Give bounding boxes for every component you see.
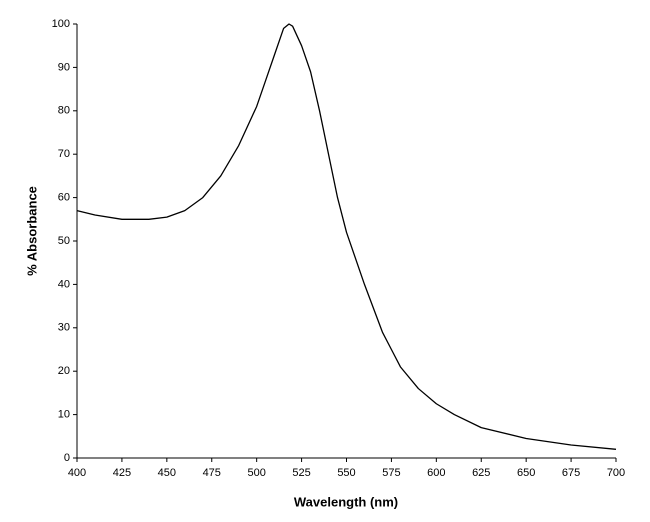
x-tick-label: 575: [382, 467, 400, 479]
y-tick-label: 20: [58, 365, 70, 377]
x-tick-label: 525: [292, 467, 310, 479]
x-tick-label: 650: [517, 467, 535, 479]
x-tick-label: 550: [337, 467, 355, 479]
y-tick-label: 90: [58, 61, 70, 73]
y-tick-label: 70: [58, 148, 70, 160]
y-tick-label: 100: [52, 18, 70, 30]
x-tick-label: 500: [247, 467, 265, 479]
y-tick-label: 10: [58, 409, 70, 421]
x-tick-label: 675: [562, 467, 580, 479]
y-tick-label: 40: [58, 278, 70, 290]
x-axis-title: Wavelength (nm): [294, 494, 398, 509]
y-axis-title: % Absorbance: [24, 186, 39, 276]
y-tick-label: 80: [58, 105, 70, 117]
spectrum-line: [76, 23, 617, 450]
x-tick-label: 475: [203, 467, 221, 479]
y-tick-label: 30: [58, 322, 70, 334]
x-tick-label: 700: [607, 467, 625, 479]
y-tick-label: 0: [64, 452, 70, 464]
x-tick-label: 425: [113, 467, 131, 479]
y-tick-label: 50: [58, 235, 70, 247]
x-tick-label: 400: [68, 467, 86, 479]
x-tick-label: 450: [158, 467, 176, 479]
x-tick-label: 625: [472, 467, 490, 479]
x-tick-label: 600: [427, 467, 445, 479]
y-tick-label: 60: [58, 192, 70, 204]
